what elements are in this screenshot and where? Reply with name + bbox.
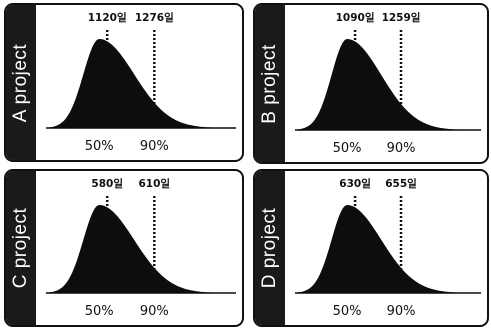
distribution-area [46, 205, 236, 293]
percentile-label: 90% [387, 141, 416, 156]
chart-panel-b: B project 1090일 50% 1259일 90% [253, 3, 489, 164]
day-label: 1120일 [88, 11, 127, 24]
project-sidebar: D project [255, 171, 285, 325]
distribution-chart: 1090일 50% 1259일 90% [295, 11, 481, 156]
percentile-label: 90% [140, 139, 169, 154]
project-sidebar: A project [6, 5, 36, 160]
day-label: 610일 [139, 177, 171, 190]
chart-panel-c: C project 580일 50% 610일 90% [4, 169, 244, 327]
percentile-label: 90% [140, 304, 169, 319]
project-label: B project [259, 43, 280, 124]
day-label: 1090일 [336, 11, 375, 24]
chart-panel-d: D project 630일 50% 655일 90% [253, 169, 489, 327]
percentile-label: 50% [85, 139, 114, 154]
distribution-area [46, 39, 236, 128]
percentile-label: 90% [387, 304, 416, 319]
project-sidebar: C project [6, 171, 36, 325]
project-label: C project [10, 207, 31, 289]
distribution-chart: 580일 50% 610일 90% [46, 177, 236, 319]
day-label: 630일 [339, 177, 371, 190]
distribution-chart: 1120일 50% 1276일 90% [46, 11, 236, 154]
distribution-chart: 630일 50% 655일 90% [295, 177, 481, 319]
day-label: 655일 [385, 177, 417, 190]
day-label: 580일 [91, 177, 123, 190]
percentile-label: 50% [333, 304, 362, 319]
distribution-area [295, 39, 481, 130]
project-sidebar: B project [255, 5, 285, 162]
project-label: D project [259, 207, 280, 289]
percentile-label: 50% [333, 141, 362, 156]
day-label: 1276일 [135, 11, 174, 24]
percentile-label: 50% [85, 304, 114, 319]
chart-panel-a: A project 1120일 50% 1276일 90% [4, 3, 244, 162]
project-label: A project [10, 43, 31, 122]
distribution-area [295, 205, 481, 293]
day-label: 1259일 [382, 11, 421, 24]
